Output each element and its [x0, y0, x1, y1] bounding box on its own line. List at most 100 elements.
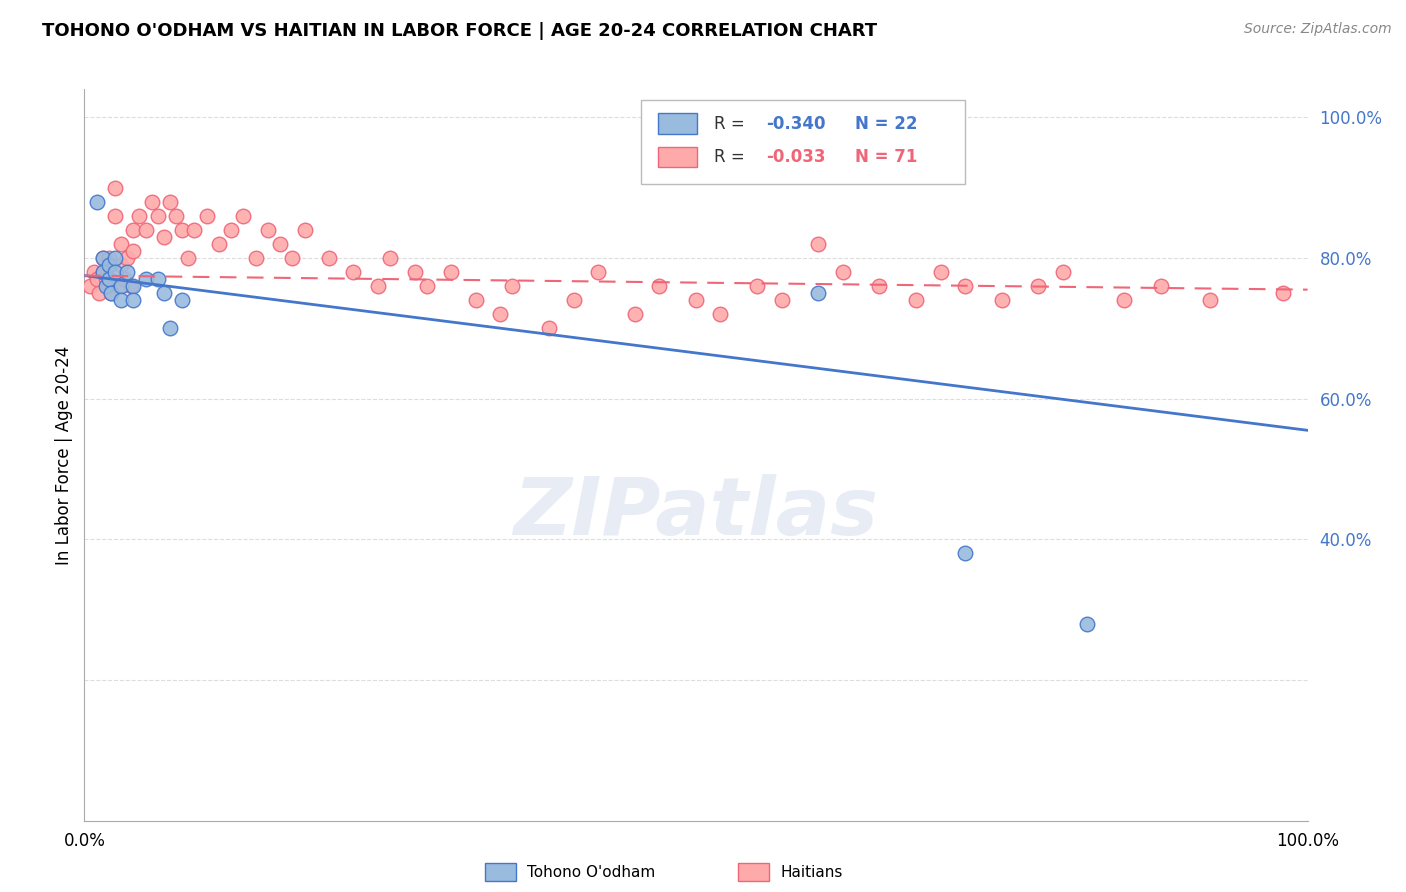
Point: [1198, 293, 1220, 308]
Point: [96, 279, 118, 293]
Point: [709, 307, 731, 321]
Point: [318, 251, 340, 265]
Text: -0.033: -0.033: [766, 148, 825, 166]
Text: N = 22: N = 22: [855, 114, 918, 133]
Point: [183, 223, 205, 237]
Point: [1028, 279, 1050, 293]
Point: [1052, 265, 1074, 279]
Point: [79, 279, 101, 293]
Point: [489, 307, 512, 321]
Point: [87, 286, 110, 301]
Point: [153, 286, 176, 301]
Point: [905, 293, 928, 308]
Point: [404, 265, 426, 279]
Point: [104, 251, 127, 265]
Point: [685, 293, 707, 308]
Point: [245, 251, 267, 265]
Point: [172, 293, 194, 308]
Y-axis label: In Labor Force | Age 20-24: In Labor Force | Age 20-24: [55, 345, 73, 565]
Point: [342, 265, 364, 279]
Point: [294, 223, 316, 237]
Point: [83, 265, 105, 279]
Point: [104, 265, 127, 279]
Point: [112, 272, 135, 286]
Point: [135, 223, 157, 237]
Point: [146, 272, 169, 286]
Point: [159, 194, 181, 209]
Point: [416, 279, 439, 293]
Point: [153, 230, 176, 244]
Point: [219, 223, 242, 237]
Point: [1114, 293, 1136, 308]
Point: [91, 251, 114, 265]
Point: [367, 279, 389, 293]
Point: [104, 180, 127, 194]
Point: [110, 293, 132, 308]
Point: [953, 279, 976, 293]
Point: [122, 279, 145, 293]
Point: [929, 265, 952, 279]
Point: [110, 258, 132, 272]
Text: Tohono O'odham: Tohono O'odham: [527, 865, 655, 880]
Point: [122, 244, 145, 258]
Point: [172, 223, 194, 237]
Point: [86, 272, 108, 286]
Point: [380, 251, 402, 265]
Point: [208, 236, 231, 251]
Point: [807, 236, 830, 251]
Text: Haitians: Haitians: [780, 865, 842, 880]
Point: [770, 293, 793, 308]
Point: [97, 258, 120, 272]
Point: [135, 272, 157, 286]
Point: [97, 279, 120, 293]
Point: [1272, 286, 1295, 301]
Point: [141, 194, 163, 209]
Point: [195, 209, 218, 223]
Text: ZIPatlas: ZIPatlas: [513, 475, 879, 552]
Point: [159, 321, 181, 335]
FancyBboxPatch shape: [658, 113, 697, 134]
Point: [990, 293, 1012, 308]
Point: [538, 321, 561, 335]
Point: [91, 251, 114, 265]
Point: [1076, 616, 1098, 631]
Point: [177, 251, 200, 265]
FancyBboxPatch shape: [641, 100, 965, 185]
Point: [110, 236, 132, 251]
Point: [440, 265, 463, 279]
Point: [269, 236, 291, 251]
Point: [831, 265, 853, 279]
Point: [104, 209, 127, 223]
Point: [97, 272, 120, 286]
Point: [464, 293, 486, 308]
Point: [115, 251, 138, 265]
Point: [562, 293, 585, 308]
Point: [100, 286, 122, 301]
Point: [122, 293, 145, 308]
Point: [586, 265, 609, 279]
Point: [91, 265, 114, 279]
Point: [869, 279, 891, 293]
Point: [257, 223, 280, 237]
Text: Source: ZipAtlas.com: Source: ZipAtlas.com: [1244, 22, 1392, 37]
Point: [232, 209, 254, 223]
Point: [501, 279, 523, 293]
Point: [97, 251, 120, 265]
Point: [100, 286, 122, 301]
Point: [165, 209, 187, 223]
Point: [281, 251, 304, 265]
Point: [91, 265, 114, 279]
Point: [115, 265, 138, 279]
Point: [107, 279, 129, 293]
Point: [1150, 279, 1173, 293]
Text: -0.340: -0.340: [766, 114, 825, 133]
Text: N = 71: N = 71: [855, 148, 917, 166]
Point: [624, 307, 647, 321]
FancyBboxPatch shape: [658, 147, 697, 168]
Text: R =: R =: [714, 114, 751, 133]
Point: [120, 279, 142, 293]
Point: [648, 279, 671, 293]
Point: [807, 286, 830, 301]
Point: [86, 194, 108, 209]
Point: [146, 209, 169, 223]
